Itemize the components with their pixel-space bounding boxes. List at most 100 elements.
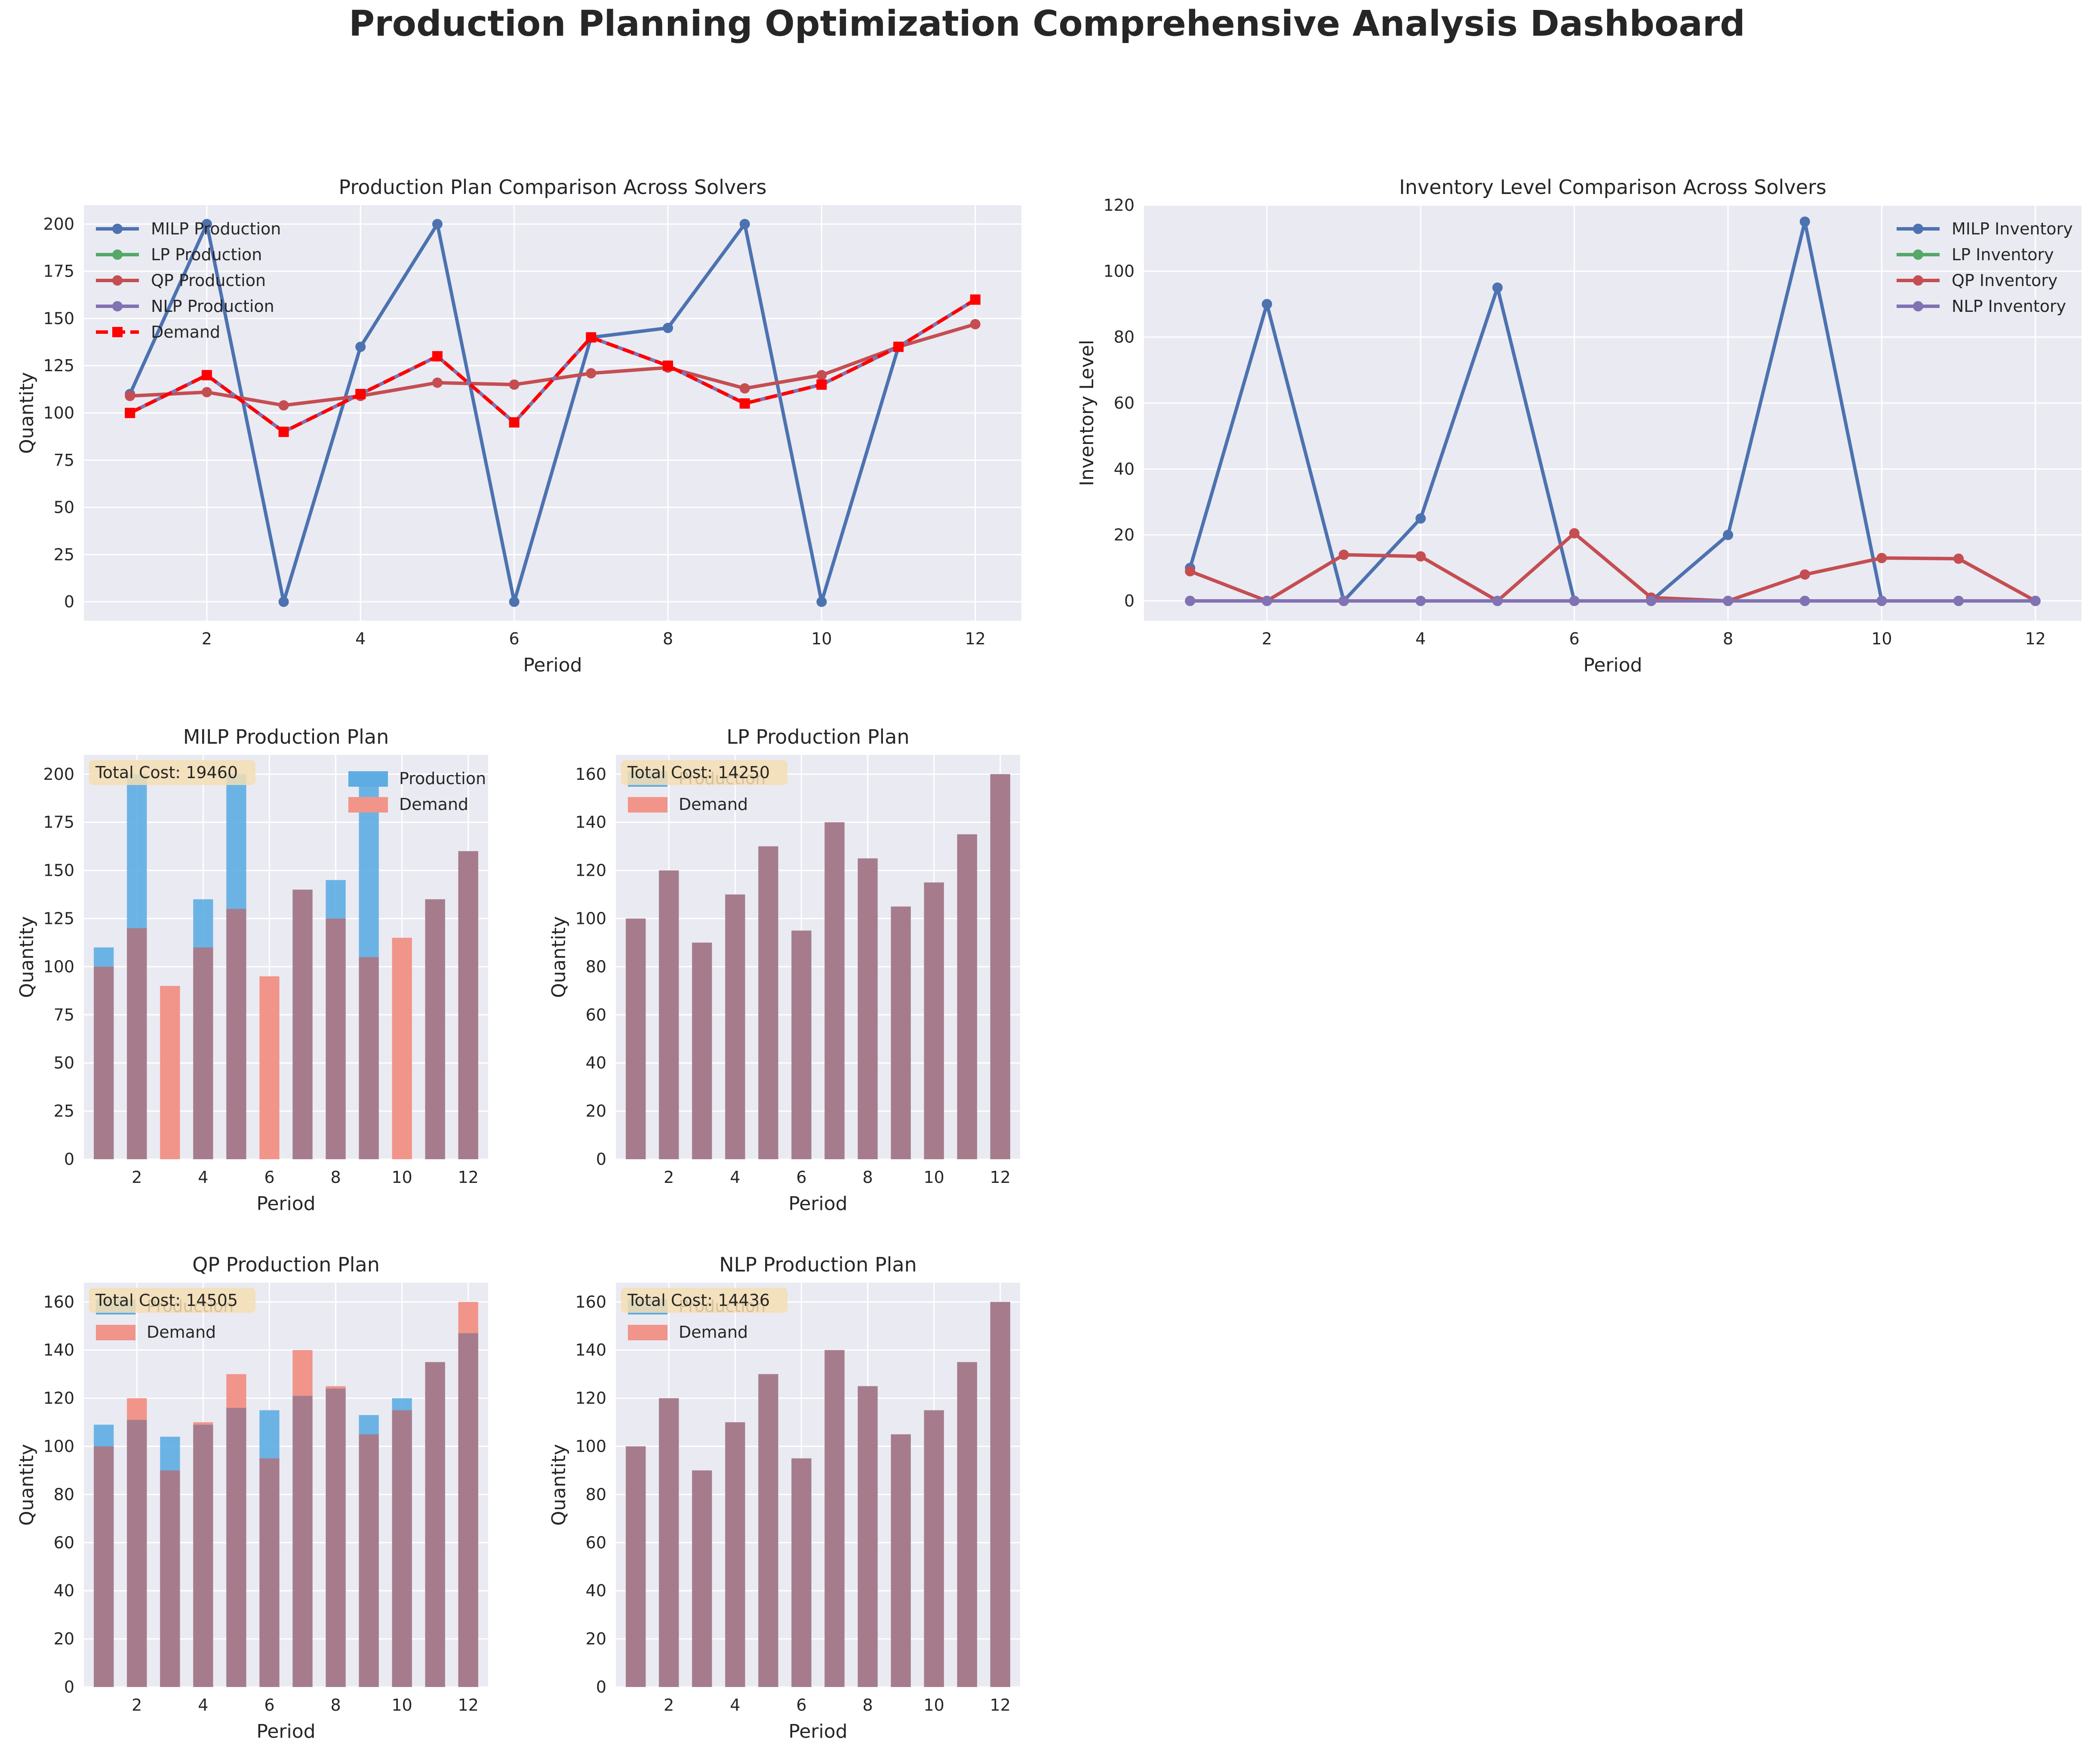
y-tick-label: 175 <box>43 262 74 281</box>
demand-bar <box>425 1362 445 1687</box>
demand-bar <box>659 870 679 1159</box>
x-tick-label: 6 <box>264 1696 274 1715</box>
data-point <box>509 417 520 428</box>
y-tick-label: 80 <box>1114 328 1135 347</box>
demand-bar <box>392 1410 412 1687</box>
y-tick-label: 200 <box>43 215 74 234</box>
data-point <box>1185 566 1196 576</box>
total-cost-box <box>89 760 255 785</box>
demand-bar <box>824 822 845 1159</box>
y-tick-label: 60 <box>586 1005 606 1024</box>
data-point <box>1338 549 1349 560</box>
panel-title: Inventory Level Comparison Across Solver… <box>1399 175 1826 199</box>
demand-bar <box>824 1350 845 1687</box>
demand-bar <box>858 858 878 1159</box>
data-point <box>1569 528 1580 539</box>
x-tick-label: 12 <box>990 1168 1011 1187</box>
data-point <box>816 379 827 390</box>
data-point <box>739 383 750 394</box>
x-tick-label: 2 <box>664 1168 674 1187</box>
demand-bar <box>758 1374 778 1687</box>
y-tick-label: 100 <box>43 957 74 976</box>
demand-bar <box>326 1388 346 1687</box>
data-point <box>201 387 212 397</box>
y-tick-label: 25 <box>54 1102 74 1121</box>
y-tick-label: 140 <box>575 1341 606 1360</box>
x-tick-label: 4 <box>730 1168 740 1187</box>
legend-label: Demand <box>679 1323 748 1342</box>
y-tick-label: 120 <box>575 861 606 880</box>
x-tick-label: 10 <box>1871 629 1892 648</box>
y-tick-label: 200 <box>43 765 74 784</box>
y-tick-label: 120 <box>1103 196 1135 215</box>
x-tick-label: 8 <box>330 1696 341 1715</box>
data-point <box>1185 596 1196 606</box>
x-axis-label: Period <box>523 654 582 676</box>
x-tick-label: 6 <box>1569 629 1580 648</box>
y-tick-label: 120 <box>43 1389 74 1408</box>
data-point <box>201 370 212 381</box>
x-tick-label: 8 <box>862 1168 873 1187</box>
demand-bar <box>924 882 944 1159</box>
y-tick-label: 160 <box>575 1293 606 1311</box>
total-cost-label: Total Cost: 14436 <box>627 1291 770 1310</box>
y-tick-label: 20 <box>1114 526 1135 545</box>
x-tick-label: 6 <box>796 1696 806 1715</box>
demand-bar <box>193 1425 213 1687</box>
y-tick-label: 0 <box>64 1150 74 1169</box>
data-point <box>1261 299 1272 309</box>
data-point <box>970 319 981 329</box>
x-tick-label: 4 <box>1415 629 1426 648</box>
demand-bar <box>392 938 412 1159</box>
data-point <box>739 219 750 229</box>
y-tick-label: 100 <box>43 1437 74 1456</box>
total-cost-label: Total Cost: 14505 <box>95 1291 238 1310</box>
x-tick-label: 6 <box>509 629 520 648</box>
data-point <box>1913 224 1923 234</box>
data-point <box>2030 596 2041 606</box>
demand-bar <box>725 894 745 1159</box>
y-tick-label: 25 <box>54 545 74 564</box>
data-point <box>663 360 673 371</box>
y-tick-label: 100 <box>575 1437 606 1456</box>
demand-bar <box>359 1434 379 1687</box>
y-tick-label: 20 <box>586 1102 606 1121</box>
y-tick-label: 40 <box>586 1053 606 1072</box>
series-line <box>129 298 976 434</box>
demand-bar <box>425 899 445 1159</box>
x-tick-label: 4 <box>355 629 366 648</box>
y-tick-label: 60 <box>54 1533 74 1552</box>
data-point <box>112 224 123 234</box>
data-point <box>1723 596 1734 606</box>
demand-bar <box>458 1302 478 1333</box>
x-tick-label: 6 <box>796 1168 806 1187</box>
total-cost-label: Total Cost: 14250 <box>627 763 770 782</box>
legend-label: QP Inventory <box>1952 271 2057 290</box>
data-point <box>663 323 673 333</box>
data-point <box>1646 596 1657 606</box>
y-axis-label: Quantity <box>548 1444 570 1526</box>
legend-label: Demand <box>399 795 468 814</box>
demand-bar <box>791 1458 812 1687</box>
demand-bar <box>626 1446 646 1687</box>
x-axis-label: Period <box>256 1193 315 1215</box>
y-tick-label: 0 <box>64 592 74 611</box>
total-cost-box <box>621 760 787 785</box>
y-tick-label: 125 <box>43 356 74 375</box>
data-point <box>1799 569 1810 580</box>
demand-bar <box>226 1374 246 1408</box>
y-tick-label: 0 <box>596 1150 606 1169</box>
legend-swatch <box>348 771 388 787</box>
y-tick-label: 75 <box>54 1005 74 1024</box>
demand-bar <box>226 909 246 1159</box>
legend-swatch <box>628 1325 667 1340</box>
data-point <box>1953 596 1964 606</box>
demand-bar <box>94 1446 114 1687</box>
data-point <box>1913 275 1923 286</box>
y-axis-label: Quantity <box>548 916 570 998</box>
panel-title: NLP Production Plan <box>719 1253 917 1276</box>
demand-bar <box>259 976 280 1159</box>
